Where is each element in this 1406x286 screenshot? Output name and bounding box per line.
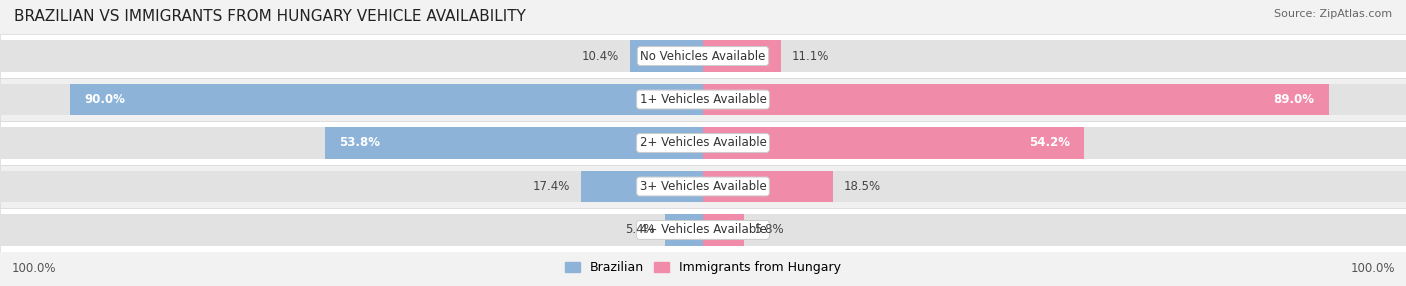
Text: Source: ZipAtlas.com: Source: ZipAtlas.com [1274,9,1392,19]
Text: 54.2%: 54.2% [1029,136,1070,150]
Text: BRAZILIAN VS IMMIGRANTS FROM HUNGARY VEHICLE AVAILABILITY: BRAZILIAN VS IMMIGRANTS FROM HUNGARY VEH… [14,9,526,23]
Legend: Brazilian, Immigrants from Hungary: Brazilian, Immigrants from Hungary [562,259,844,277]
Bar [703,214,744,246]
Bar [70,84,703,115]
Bar [703,40,1406,72]
Bar [630,40,703,72]
Bar [0,121,1406,165]
Bar [703,84,1406,115]
Text: 18.5%: 18.5% [844,180,880,193]
Text: 100.0%: 100.0% [1350,262,1395,275]
Bar [0,165,1406,208]
Text: 1+ Vehicles Available: 1+ Vehicles Available [640,93,766,106]
Text: 10.4%: 10.4% [582,49,619,63]
Bar [325,127,703,159]
Text: 53.8%: 53.8% [339,136,380,150]
Bar [703,171,832,202]
Bar [0,214,703,246]
Text: 17.4%: 17.4% [533,180,571,193]
Bar [0,84,703,115]
Bar [703,84,1329,115]
Text: 4+ Vehicles Available: 4+ Vehicles Available [640,223,766,237]
Bar [0,171,703,202]
Bar [0,127,703,159]
Text: 90.0%: 90.0% [84,93,125,106]
Text: No Vehicles Available: No Vehicles Available [640,49,766,63]
Bar [0,34,1406,78]
Text: 2+ Vehicles Available: 2+ Vehicles Available [640,136,766,150]
Text: 5.4%: 5.4% [624,223,654,237]
Bar [703,127,1406,159]
Text: 11.1%: 11.1% [792,49,830,63]
Bar [581,171,703,202]
Bar [665,214,703,246]
Bar [703,127,1084,159]
Bar [0,78,1406,121]
Text: 89.0%: 89.0% [1274,93,1315,106]
Bar [703,214,1406,246]
Text: 3+ Vehicles Available: 3+ Vehicles Available [640,180,766,193]
Bar [703,40,782,72]
Bar [0,40,703,72]
Bar [703,171,1406,202]
Text: 100.0%: 100.0% [11,262,56,275]
Text: 5.8%: 5.8% [754,223,785,237]
Bar [0,208,1406,252]
